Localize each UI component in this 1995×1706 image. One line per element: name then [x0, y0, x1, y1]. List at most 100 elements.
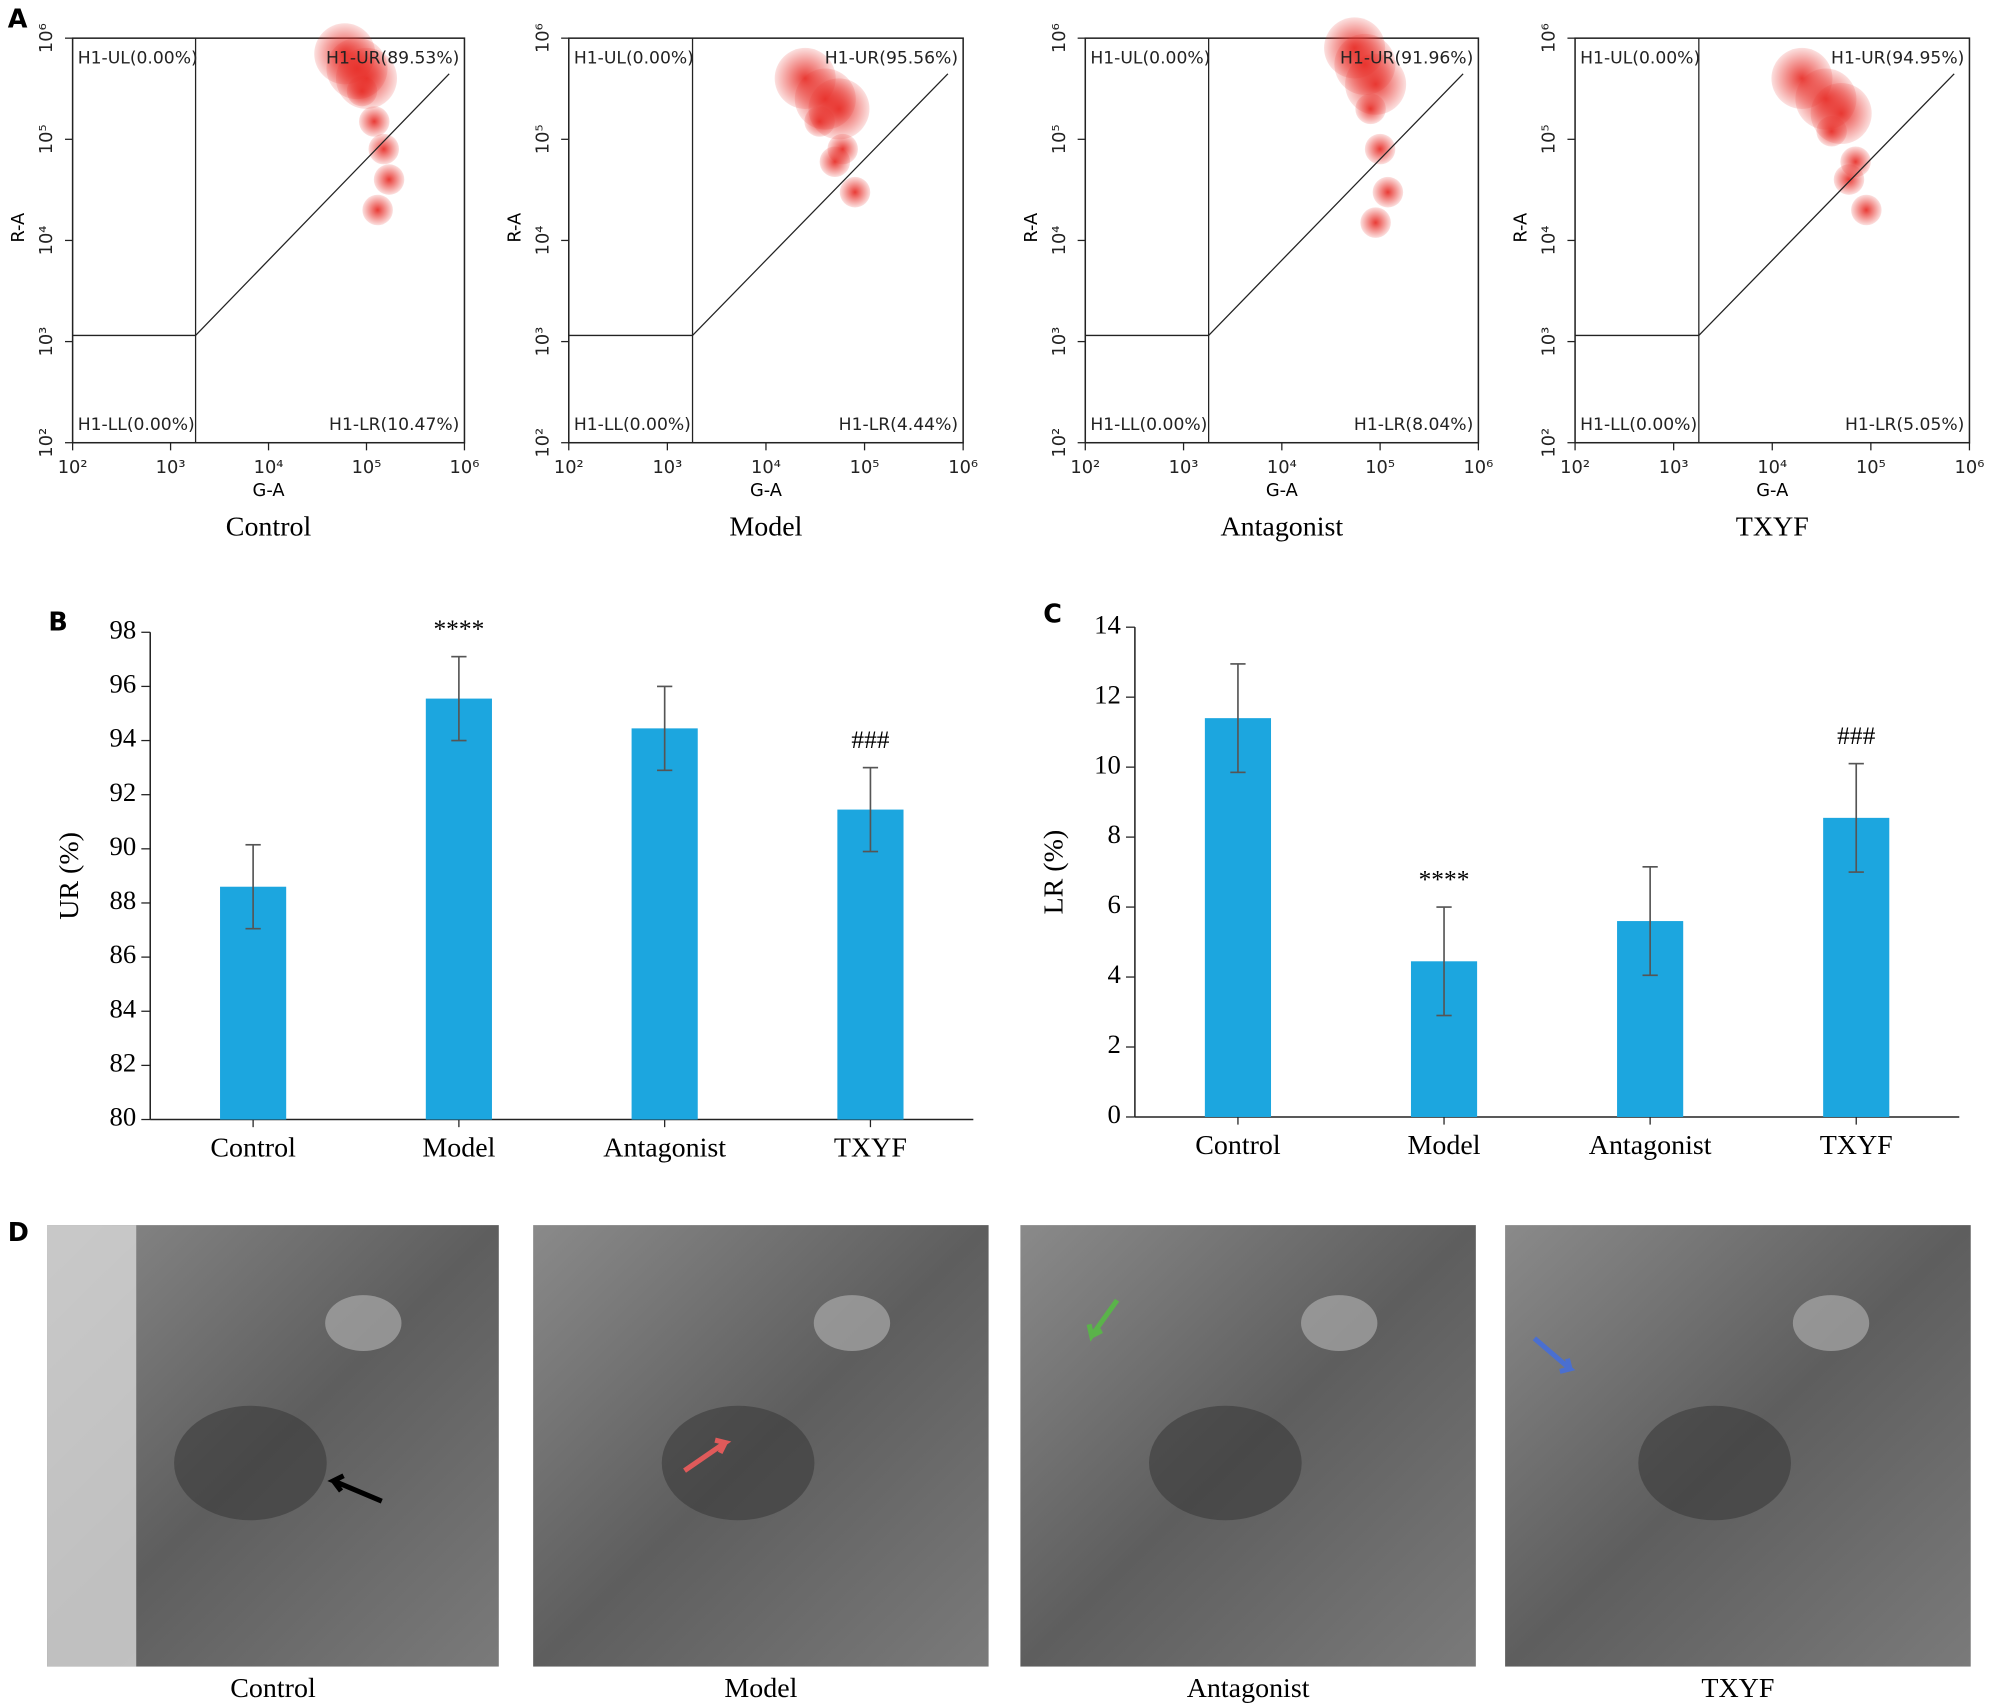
quadrant-label: H1-LL(0.00%) — [1090, 415, 1207, 435]
cell-cloud — [819, 146, 851, 178]
x-tick-label: 10⁶ — [948, 457, 978, 478]
micrograph-feature — [325, 1295, 402, 1352]
y-axis-label: R-A — [1511, 212, 1532, 243]
y-tick-label: 10⁵ — [36, 124, 57, 154]
cell-cloud — [1360, 207, 1391, 238]
quadrant-label: H1-UL(0.00%) — [78, 49, 198, 69]
x-tick-label: 10⁶ — [1463, 457, 1493, 478]
bar — [1204, 718, 1272, 1117]
x-tick-label: 10⁴ — [1267, 457, 1297, 478]
y-tick-label: 10⁵ — [1049, 124, 1070, 154]
cell-cloud — [839, 176, 871, 208]
y-tick-label: 10⁵ — [532, 124, 553, 154]
caption: Control — [230, 1673, 316, 1704]
bar — [425, 698, 492, 1120]
panel-label: D — [8, 1217, 29, 1247]
x-axis-label: G-A — [1266, 480, 1299, 501]
cell-cloud — [1833, 164, 1865, 195]
x-axis-label: G-A — [750, 480, 783, 501]
cell-cloud — [368, 133, 400, 165]
gate-diagonal — [1208, 73, 1464, 336]
y-axis-label: UR (%) — [54, 832, 85, 920]
y-tick-label: 14 — [1094, 609, 1121, 639]
y-tick-label: 12 — [1094, 679, 1121, 709]
y-tick-label: 10³ — [532, 327, 553, 357]
arrow — [1532, 1336, 1576, 1374]
x-tick-label: Model — [422, 1132, 495, 1163]
significance-label: **** — [1419, 864, 1470, 893]
x-tick-label: 10⁶ — [450, 457, 480, 478]
caption: TXYF — [1736, 512, 1809, 543]
cell-cloud — [804, 106, 835, 137]
y-tick-label: 2 — [1108, 1029, 1121, 1059]
y-tick-label: 80 — [110, 1102, 137, 1132]
bar — [837, 809, 904, 1120]
x-tick-label: 10³ — [1169, 457, 1199, 478]
quadrant-label: H1-UL(0.00%) — [1580, 49, 1700, 69]
quadrant-label: H1-UR(89.53%) — [326, 49, 459, 69]
significance-label: ### — [1837, 721, 1875, 750]
cell-cloud — [373, 164, 405, 195]
y-tick-label: 10⁶ — [36, 23, 57, 53]
micrograph-feature — [1638, 1405, 1791, 1521]
gate-diagonal — [692, 73, 949, 336]
y-tick-label: 10⁴ — [1539, 226, 1560, 256]
quadrant-label: H1-UL(0.00%) — [1090, 49, 1210, 69]
y-tick-label: 4 — [1108, 959, 1121, 989]
cell-cloud — [346, 75, 378, 107]
micrograph-feature — [1301, 1295, 1378, 1352]
x-tick-label: 10² — [1070, 457, 1100, 478]
y-tick-label: 6 — [1108, 889, 1121, 919]
gate-diagonal — [195, 73, 450, 336]
y-tick-label: 94 — [110, 723, 137, 753]
quadrant-label: H1-UR(95.56%) — [825, 49, 958, 69]
x-tick-label: 10⁴ — [1757, 457, 1787, 478]
y-tick-label: 10³ — [1539, 327, 1560, 357]
quadrant-label: H1-UL(0.00%) — [574, 49, 694, 69]
quadrant-label: H1-UR(91.96%) — [1340, 49, 1473, 69]
gate-diagonal — [1698, 73, 1955, 336]
y-axis-label: R-A — [1021, 212, 1042, 243]
x-tick-label: 10⁵ — [1856, 457, 1886, 478]
x-tick-label: Control — [210, 1132, 296, 1163]
panel-label: C — [1043, 599, 1062, 629]
y-tick-label: 96 — [110, 669, 137, 699]
micrograph-background — [47, 1225, 137, 1667]
caption: Model — [724, 1673, 797, 1704]
y-tick-label: 10⁴ — [36, 226, 57, 256]
x-tick-label: TXYF — [834, 1132, 907, 1163]
x-tick-label: 10⁵ — [352, 457, 382, 478]
x-axis-label: G-A — [253, 480, 286, 501]
caption: Antagonist — [1187, 1673, 1310, 1704]
arrow — [683, 1437, 732, 1473]
y-tick-label: 10⁴ — [532, 226, 553, 256]
cell-cloud — [1355, 93, 1386, 125]
bar — [631, 728, 698, 1120]
y-tick-label: 10 — [1094, 749, 1121, 779]
y-tick-label: 98 — [110, 614, 137, 644]
y-tick-label: 10² — [36, 428, 57, 458]
y-tick-label: 10⁴ — [1049, 226, 1070, 256]
y-tick-label: 84 — [110, 993, 137, 1023]
x-tick-label: 10⁴ — [254, 457, 284, 478]
quadrant-label: H1-LR(5.05%) — [1845, 415, 1964, 435]
y-tick-label: 10⁶ — [532, 23, 553, 53]
y-tick-label: 0 — [1108, 1099, 1121, 1129]
panel-label: B — [48, 606, 67, 636]
quadrant-label: H1-LR(4.44%) — [839, 415, 958, 435]
micrograph-feature — [661, 1405, 815, 1521]
y-tick-label: 86 — [110, 939, 137, 969]
x-tick-label: Model — [1408, 1130, 1481, 1161]
micrograph-feature — [1792, 1295, 1870, 1352]
arrow — [1086, 1298, 1120, 1342]
x-axis-label: G-A — [1756, 480, 1789, 501]
cell-cloud — [1372, 176, 1404, 208]
cell-cloud — [1364, 133, 1396, 165]
plot-frame — [71, 37, 466, 444]
quadrant-label: H1-LL(0.00%) — [1580, 415, 1697, 435]
x-tick-label: 10² — [1560, 457, 1590, 478]
y-tick-label: 10³ — [1049, 327, 1070, 357]
x-tick-label: 10⁶ — [1955, 457, 1985, 478]
